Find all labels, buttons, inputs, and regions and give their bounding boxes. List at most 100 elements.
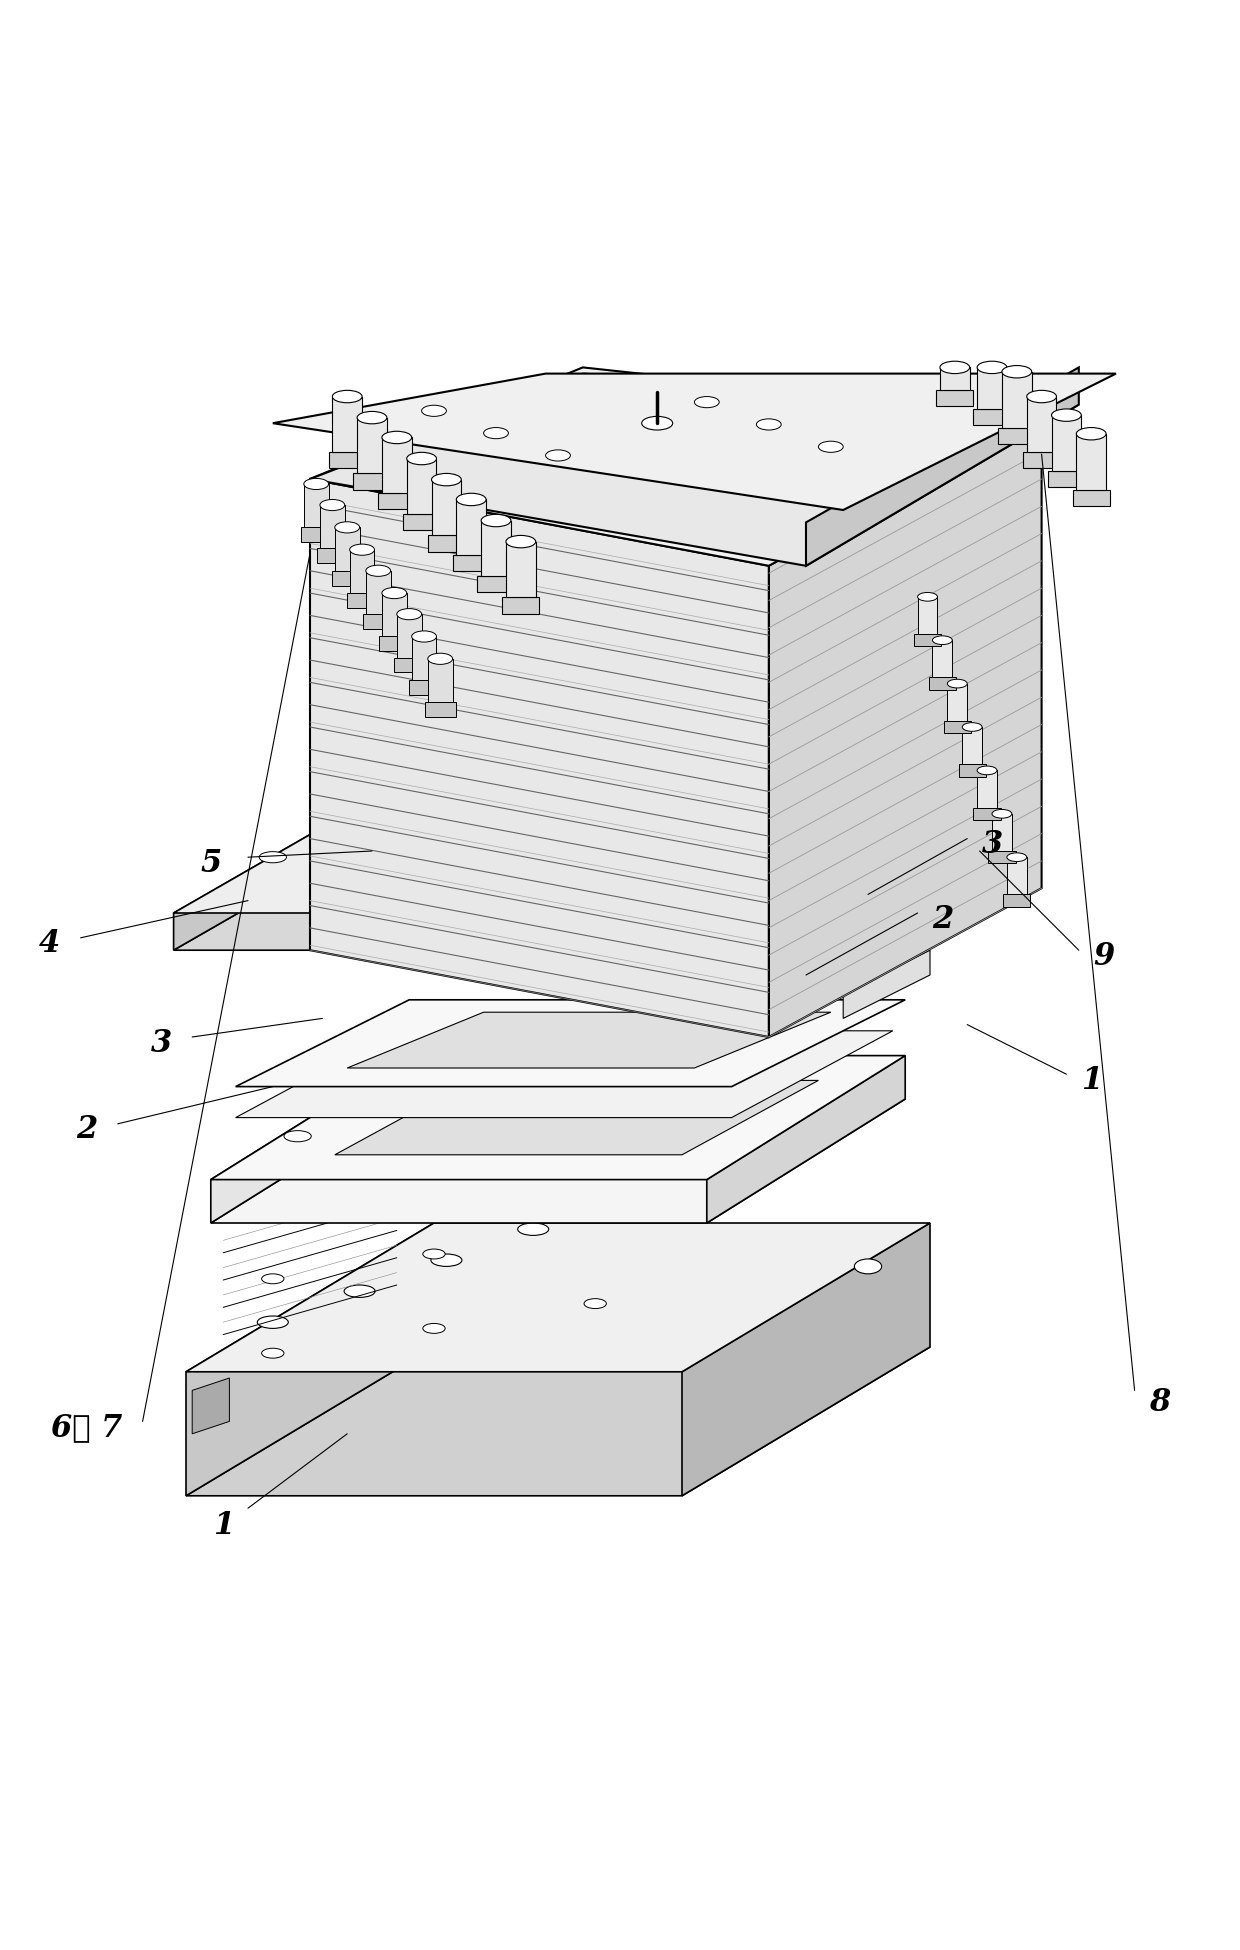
Ellipse shape: [962, 723, 982, 731]
Ellipse shape: [456, 493, 486, 505]
FancyBboxPatch shape: [424, 702, 456, 718]
Ellipse shape: [262, 1347, 284, 1357]
Polygon shape: [236, 1000, 905, 1086]
Ellipse shape: [1002, 365, 1032, 378]
Polygon shape: [192, 1379, 229, 1433]
Ellipse shape: [320, 499, 345, 511]
Ellipse shape: [259, 852, 286, 862]
FancyBboxPatch shape: [300, 526, 332, 542]
FancyBboxPatch shape: [914, 634, 941, 645]
Polygon shape: [932, 640, 952, 677]
Polygon shape: [977, 367, 1007, 410]
FancyBboxPatch shape: [353, 474, 391, 489]
Polygon shape: [174, 807, 942, 950]
Polygon shape: [397, 614, 422, 657]
Ellipse shape: [428, 653, 453, 665]
FancyBboxPatch shape: [944, 722, 971, 733]
Polygon shape: [428, 659, 453, 702]
Ellipse shape: [332, 390, 362, 404]
Polygon shape: [174, 770, 942, 913]
Polygon shape: [186, 1223, 434, 1496]
FancyBboxPatch shape: [929, 677, 956, 690]
Ellipse shape: [432, 1254, 463, 1266]
Ellipse shape: [918, 593, 937, 601]
Polygon shape: [806, 367, 1079, 566]
FancyBboxPatch shape: [317, 548, 347, 564]
FancyBboxPatch shape: [936, 390, 973, 406]
Ellipse shape: [382, 587, 407, 599]
Ellipse shape: [932, 636, 952, 645]
Ellipse shape: [518, 1223, 549, 1236]
Ellipse shape: [605, 1191, 635, 1205]
Ellipse shape: [818, 441, 843, 452]
Polygon shape: [186, 1223, 930, 1371]
FancyBboxPatch shape: [1073, 489, 1110, 505]
Polygon shape: [347, 1012, 831, 1069]
Ellipse shape: [407, 452, 436, 464]
Ellipse shape: [350, 544, 374, 556]
Polygon shape: [843, 950, 930, 1018]
Polygon shape: [382, 593, 407, 636]
FancyBboxPatch shape: [973, 410, 1011, 425]
Polygon shape: [456, 499, 486, 556]
Polygon shape: [962, 727, 982, 764]
Text: 2: 2: [76, 1115, 98, 1145]
Polygon shape: [186, 1347, 930, 1496]
Ellipse shape: [1052, 410, 1081, 421]
Polygon shape: [947, 684, 967, 722]
FancyBboxPatch shape: [362, 614, 394, 630]
Polygon shape: [506, 542, 536, 597]
Polygon shape: [918, 597, 937, 634]
Ellipse shape: [366, 566, 391, 577]
Polygon shape: [366, 571, 391, 614]
Polygon shape: [1007, 858, 1027, 895]
FancyBboxPatch shape: [502, 597, 539, 614]
Polygon shape: [332, 396, 362, 452]
FancyBboxPatch shape: [378, 493, 415, 509]
Polygon shape: [707, 1055, 905, 1223]
Polygon shape: [769, 417, 1042, 1037]
Text: 9: 9: [1092, 942, 1115, 971]
Ellipse shape: [706, 759, 733, 770]
Polygon shape: [432, 480, 461, 536]
Polygon shape: [977, 770, 997, 807]
FancyBboxPatch shape: [477, 577, 515, 593]
Ellipse shape: [1027, 390, 1056, 404]
FancyBboxPatch shape: [379, 636, 409, 651]
FancyBboxPatch shape: [346, 593, 377, 608]
FancyBboxPatch shape: [973, 807, 1001, 821]
Ellipse shape: [345, 1285, 374, 1297]
FancyBboxPatch shape: [453, 556, 490, 571]
Ellipse shape: [557, 1088, 584, 1100]
Ellipse shape: [546, 450, 570, 460]
Ellipse shape: [423, 1324, 445, 1334]
Ellipse shape: [304, 478, 329, 489]
Text: 3: 3: [150, 1028, 172, 1059]
Text: 1: 1: [212, 1509, 234, 1540]
Ellipse shape: [756, 419, 781, 431]
Ellipse shape: [397, 608, 422, 620]
FancyBboxPatch shape: [1048, 472, 1085, 488]
Ellipse shape: [258, 1316, 288, 1328]
FancyBboxPatch shape: [959, 764, 986, 776]
Polygon shape: [481, 521, 511, 577]
Polygon shape: [236, 1032, 893, 1117]
FancyBboxPatch shape: [428, 536, 465, 552]
FancyBboxPatch shape: [998, 427, 1035, 445]
Ellipse shape: [262, 1273, 284, 1283]
Text: 2: 2: [931, 903, 954, 934]
Polygon shape: [350, 550, 374, 593]
Polygon shape: [694, 770, 942, 950]
Ellipse shape: [408, 821, 435, 833]
Polygon shape: [992, 813, 1012, 850]
Text: 3: 3: [981, 829, 1003, 860]
Polygon shape: [304, 484, 329, 527]
Text: 5: 5: [200, 848, 222, 879]
Ellipse shape: [432, 474, 461, 486]
Ellipse shape: [422, 406, 446, 417]
Ellipse shape: [1076, 427, 1106, 441]
Polygon shape: [1052, 415, 1081, 472]
Polygon shape: [412, 636, 436, 681]
Ellipse shape: [506, 536, 536, 548]
Ellipse shape: [694, 396, 719, 408]
